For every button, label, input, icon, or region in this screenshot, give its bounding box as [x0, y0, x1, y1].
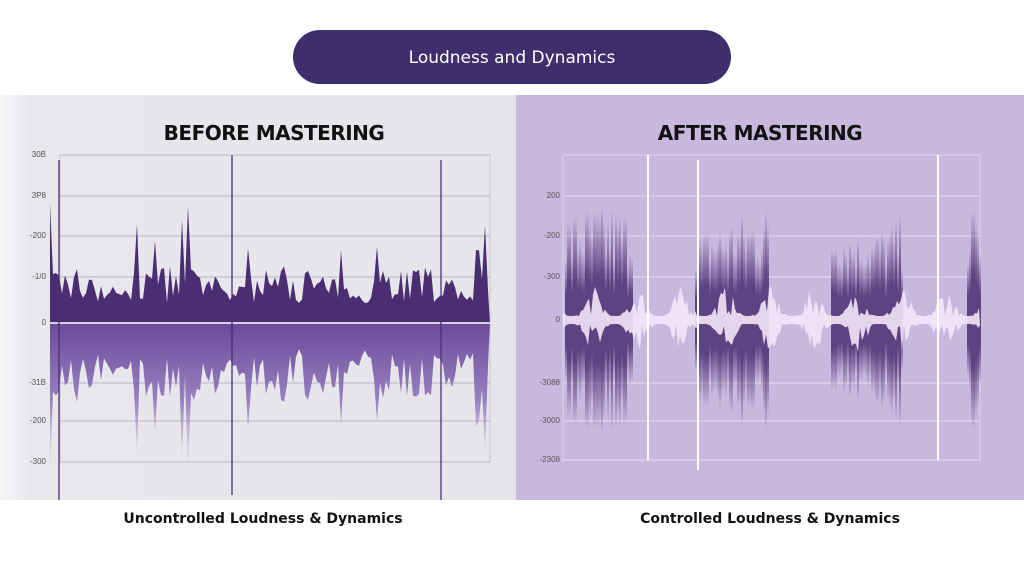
axis-label: 0 — [42, 318, 47, 327]
lower-wave — [50, 323, 490, 482]
axis-label: -200 — [544, 231, 561, 240]
axis-label: -200 — [30, 231, 47, 240]
axis-label: -300 — [30, 457, 47, 466]
axis-label: -200 — [30, 416, 47, 425]
axis-label: 200 — [547, 191, 561, 200]
light-wave — [563, 286, 980, 353]
upper-wave — [50, 203, 490, 323]
axis-label: 0 — [556, 315, 561, 324]
wave-bar — [979, 254, 981, 386]
axis-label: -31B — [29, 378, 46, 387]
title: Loudness and Dynamics — [409, 48, 616, 68]
axis-label: -1/0 — [32, 272, 46, 281]
axis-label: -300 — [544, 272, 561, 281]
title-pill — [293, 30, 731, 84]
waveforms — [50, 154, 981, 500]
heading: AFTER MASTERING — [658, 121, 862, 145]
axis-label: 3P8 — [32, 191, 47, 200]
caption: Uncontrolled Loudness & Dynamics — [123, 511, 402, 527]
axis-label: -3088 — [540, 378, 561, 387]
axis-label: -3000 — [540, 416, 561, 425]
heading: BEFORE MASTERING — [164, 121, 385, 145]
axis-label: 30B — [32, 150, 46, 159]
axis-label: -2308 — [540, 455, 561, 464]
caption: Controlled Loudness & Dynamics — [640, 511, 900, 527]
